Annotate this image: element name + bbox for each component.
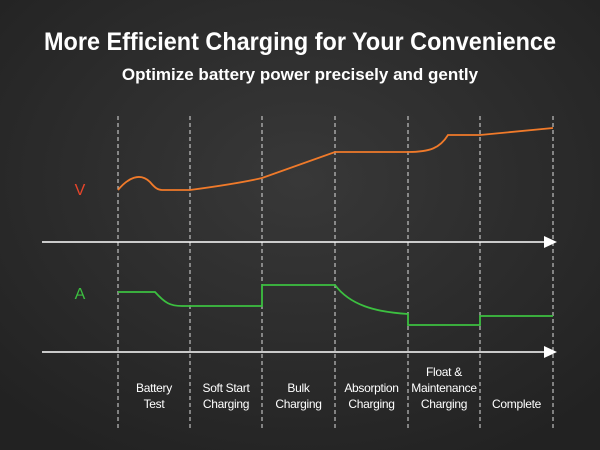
- title: More Efficient Charging for Your Conveni…: [44, 28, 556, 56]
- stage-label-line: Absorption: [344, 381, 398, 395]
- voltage-axis: [42, 236, 557, 248]
- current-label: A: [75, 286, 86, 303]
- current-axis: [42, 346, 557, 358]
- voltage-label: V: [75, 182, 86, 199]
- stage-label: Float & Maintenance Charging: [411, 365, 477, 411]
- stage-label: Absorption Charging: [344, 381, 398, 411]
- stage-label-line: Float &: [426, 365, 462, 379]
- stage-label-line: Bulk: [287, 381, 310, 395]
- stage-label-line: Charging: [348, 397, 394, 411]
- stage-label-line: Battery: [136, 381, 172, 395]
- stage-dividers: [117, 116, 554, 430]
- stage-label-line: Charging: [203, 397, 249, 411]
- stage-label-line: Maintenance: [411, 381, 477, 395]
- arrow-head: [544, 346, 557, 358]
- stage-label: Complete: [492, 397, 542, 411]
- stage-label: Soft Start Charging: [202, 381, 250, 411]
- stage-labels: Battery Test Soft Start Charging Bulk Chargin…: [136, 365, 542, 411]
- current-curve: [118, 284, 553, 326]
- arrow-head: [544, 236, 557, 248]
- stage-label-line: Complete: [492, 397, 542, 411]
- subtitle: Optimize battery power precisely and gen…: [122, 65, 479, 84]
- stage-label: Bulk Charging: [275, 381, 321, 411]
- stage-label-line: Charging: [275, 397, 321, 411]
- stage-label: Battery Test: [136, 381, 172, 411]
- stage-label-line: Test: [144, 397, 166, 411]
- voltage-curve: [117, 127, 554, 191]
- stage-label-line: Soft Start: [202, 381, 250, 395]
- stage-label-line: Charging: [421, 397, 467, 411]
